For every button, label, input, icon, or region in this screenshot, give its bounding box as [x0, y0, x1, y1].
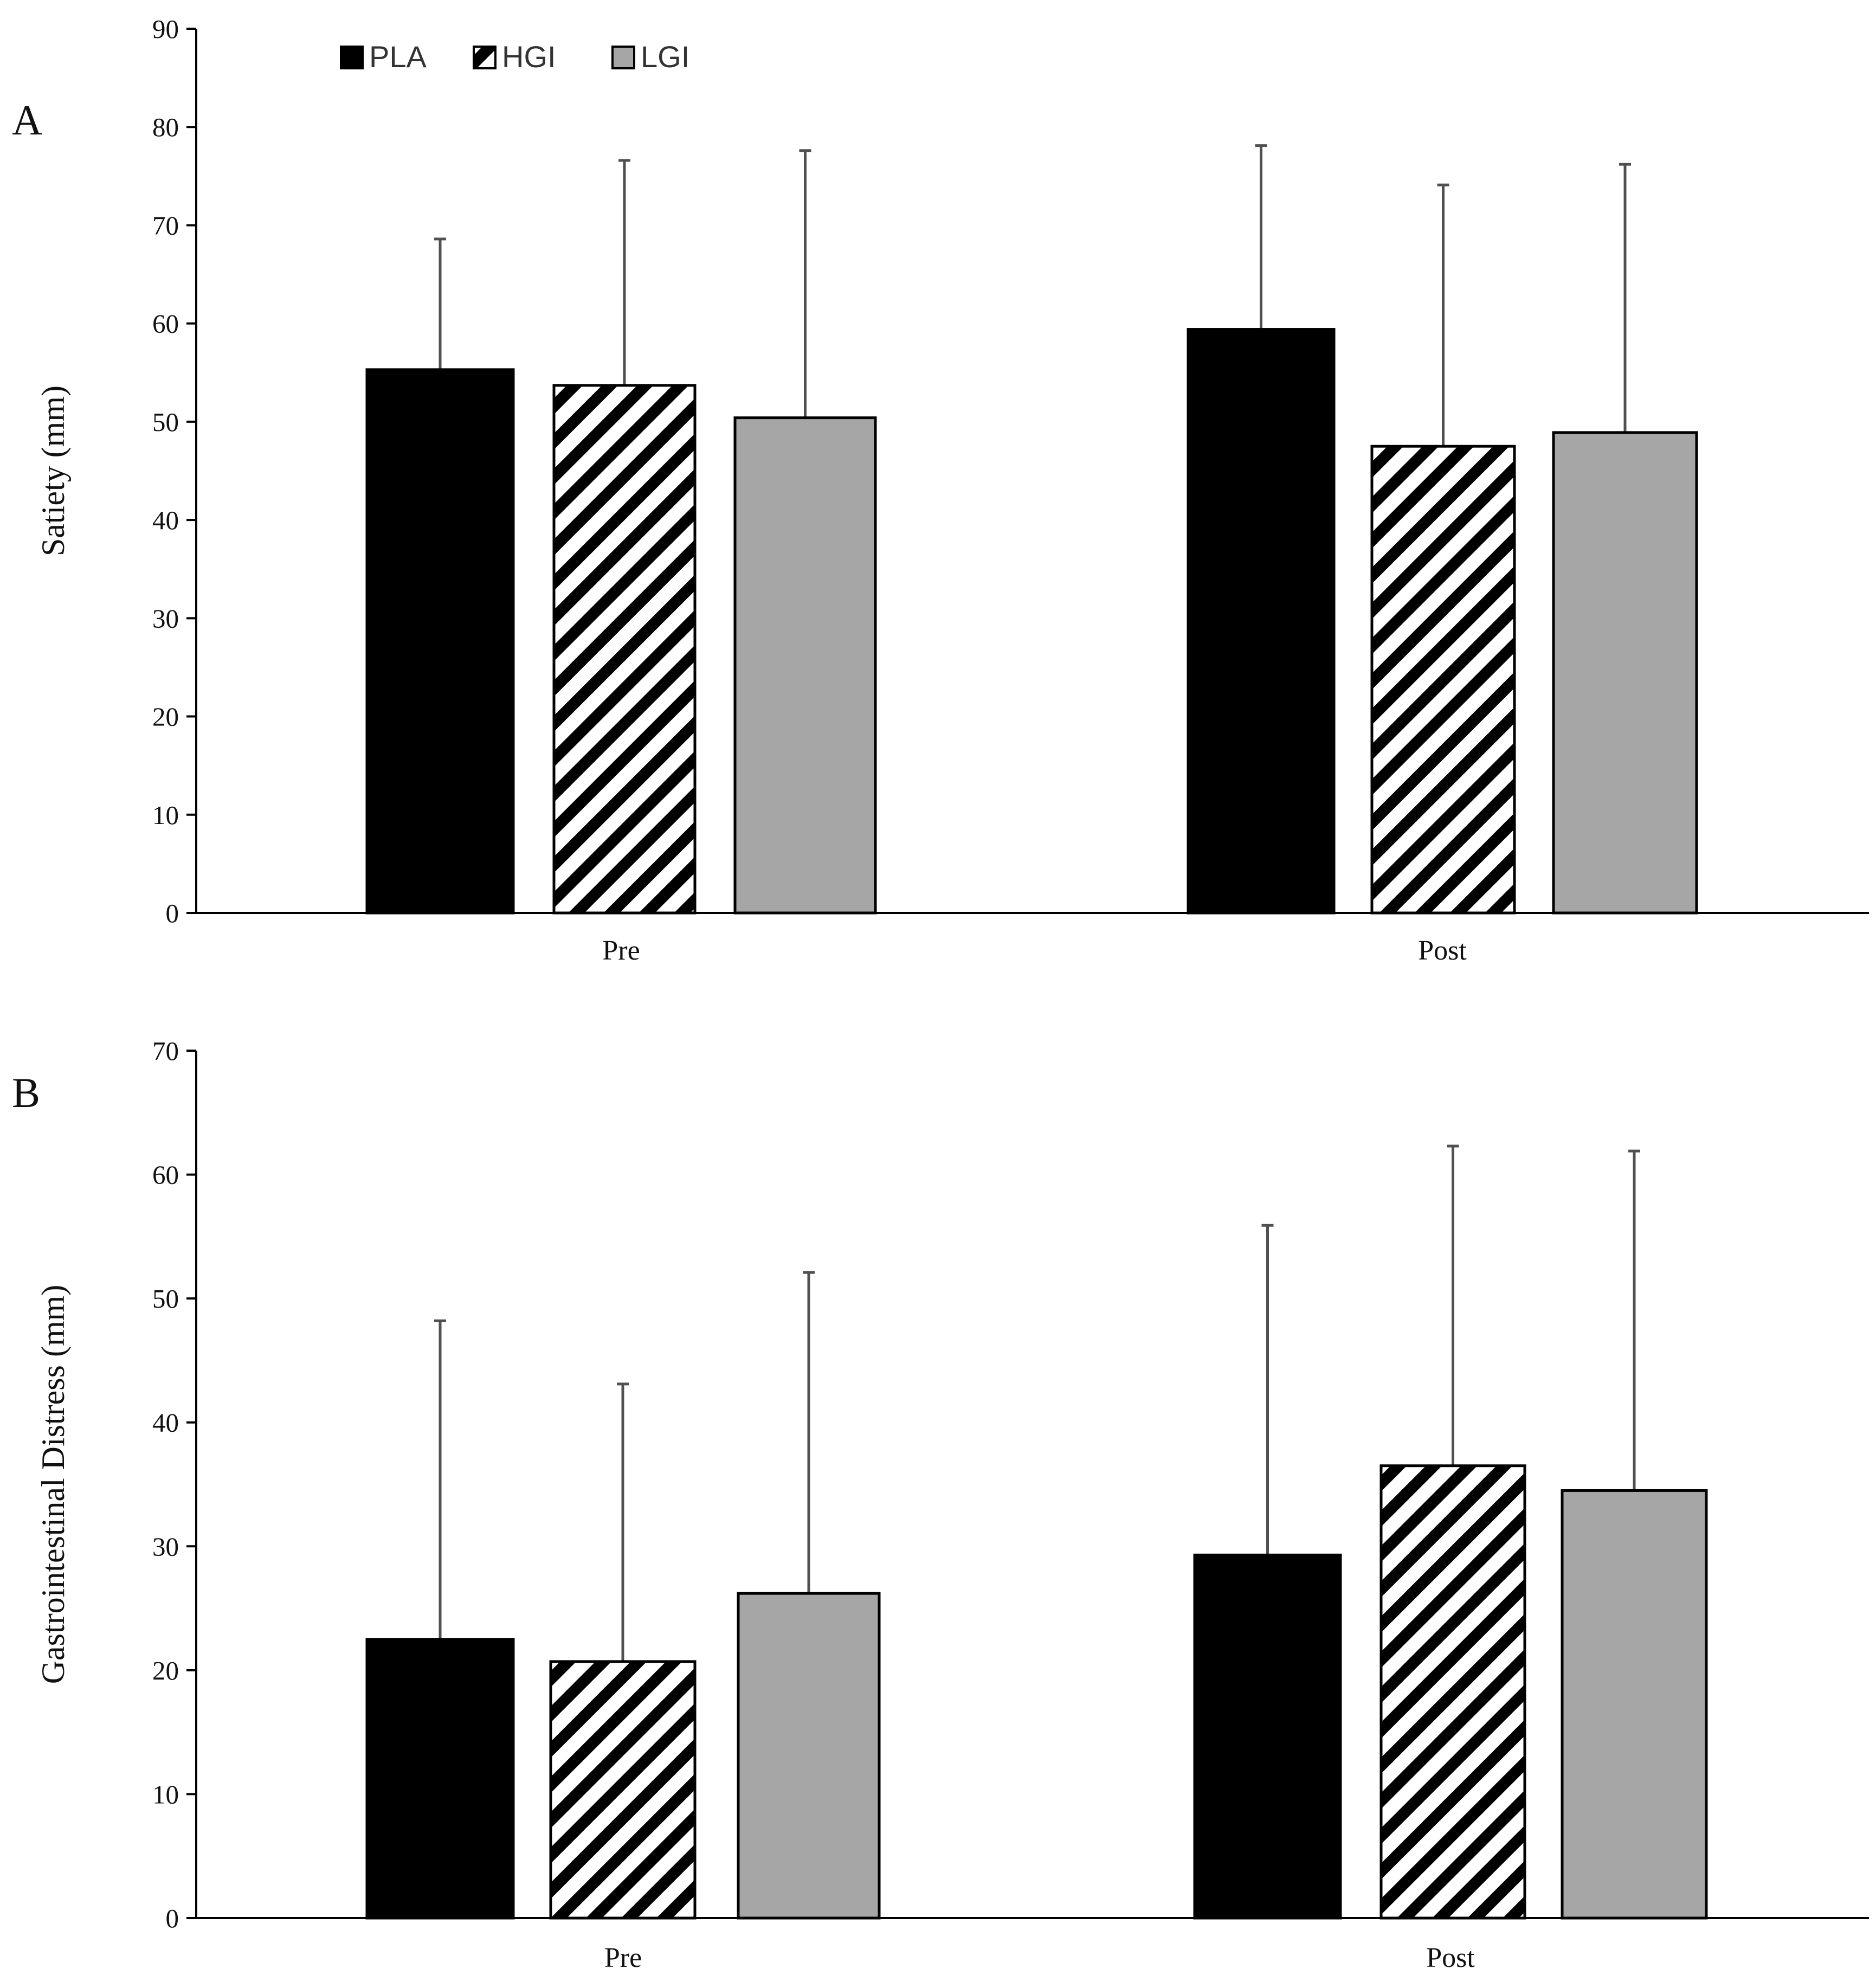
y-tick-label-p0-70: 70 [152, 210, 179, 240]
bar-p1-lgi-pre [737, 1592, 881, 1920]
text-layer: 0 10 20 30 40 50 60 70 80 90 Pre Post Satiety (mm) A 0… [12, 14, 1475, 1973]
legend-swatch-hgi [473, 46, 497, 69]
legend-label-lgi: LGI [641, 40, 689, 74]
legend-label-pla: PLA [369, 40, 427, 74]
bar-p1-pla-post [1193, 1553, 1342, 1920]
bar-p1-pla-pre [365, 1638, 515, 1920]
y-tick-label-p0-0: 0 [166, 898, 179, 928]
y-tick-label-p0-10: 10 [152, 800, 179, 830]
bars-layer [365, 144, 1708, 1920]
y-axis-title-p1: Gastrointestinal Distress (mm) [35, 1285, 71, 1684]
y-tick-label-p1-70: 70 [152, 1036, 179, 1066]
x-category-label-p1-post: Post [1426, 1942, 1475, 1973]
y-tick-label-p1-10: 10 [152, 1779, 179, 1809]
y-axis-title-p0: Satiety (mm) [35, 385, 71, 556]
legend-swatch-pla [340, 46, 364, 69]
bar-p0-pla-post [1187, 328, 1336, 915]
y-tick-label-p1-50: 50 [152, 1284, 179, 1314]
y-tick-label-p1-30: 30 [152, 1532, 179, 1561]
bar-p1-hgi-pre [549, 1660, 697, 1920]
x-category-label-p0-pre: Pre [602, 935, 640, 966]
y-tick-label-p0-60: 60 [152, 309, 179, 339]
bar-p0-lgi-post [1552, 431, 1698, 915]
y-tick-label-p0-30: 30 [152, 603, 179, 633]
y-tick-label-p0-20: 20 [152, 702, 179, 732]
legend-label-hgi: HGI [502, 40, 556, 74]
axes-layer [186, 28, 1869, 1919]
bar-p0-pla-pre [365, 368, 515, 915]
panel-label-a: A [12, 96, 42, 144]
x-category-label-p0-post: Post [1418, 935, 1467, 966]
bar-p1-lgi-post [1561, 1489, 1708, 1920]
bar-p1-hgi-post [1379, 1464, 1526, 1920]
y-tick-label-p0-90: 90 [152, 14, 179, 44]
y-tick-label-p0-80: 80 [152, 112, 179, 142]
y-tick-label-p1-0: 0 [166, 1903, 179, 1933]
bar-p0-hgi-post [1370, 445, 1516, 915]
x-category-label-p1-pre: Pre [604, 1942, 642, 1973]
y-tick-label-p0-40: 40 [152, 505, 179, 535]
bar-p0-hgi-pre [552, 384, 697, 915]
y-tick-label-p0-50: 50 [152, 407, 179, 437]
legend-swatch-lgi [611, 46, 635, 69]
panel-label-b: B [12, 1069, 40, 1116]
y-tick-label-p1-20: 20 [152, 1656, 179, 1685]
y-tick-label-p1-60: 60 [152, 1160, 179, 1190]
y-tick-label-p1-40: 40 [152, 1408, 179, 1438]
bar-p0-lgi-pre [733, 416, 877, 915]
